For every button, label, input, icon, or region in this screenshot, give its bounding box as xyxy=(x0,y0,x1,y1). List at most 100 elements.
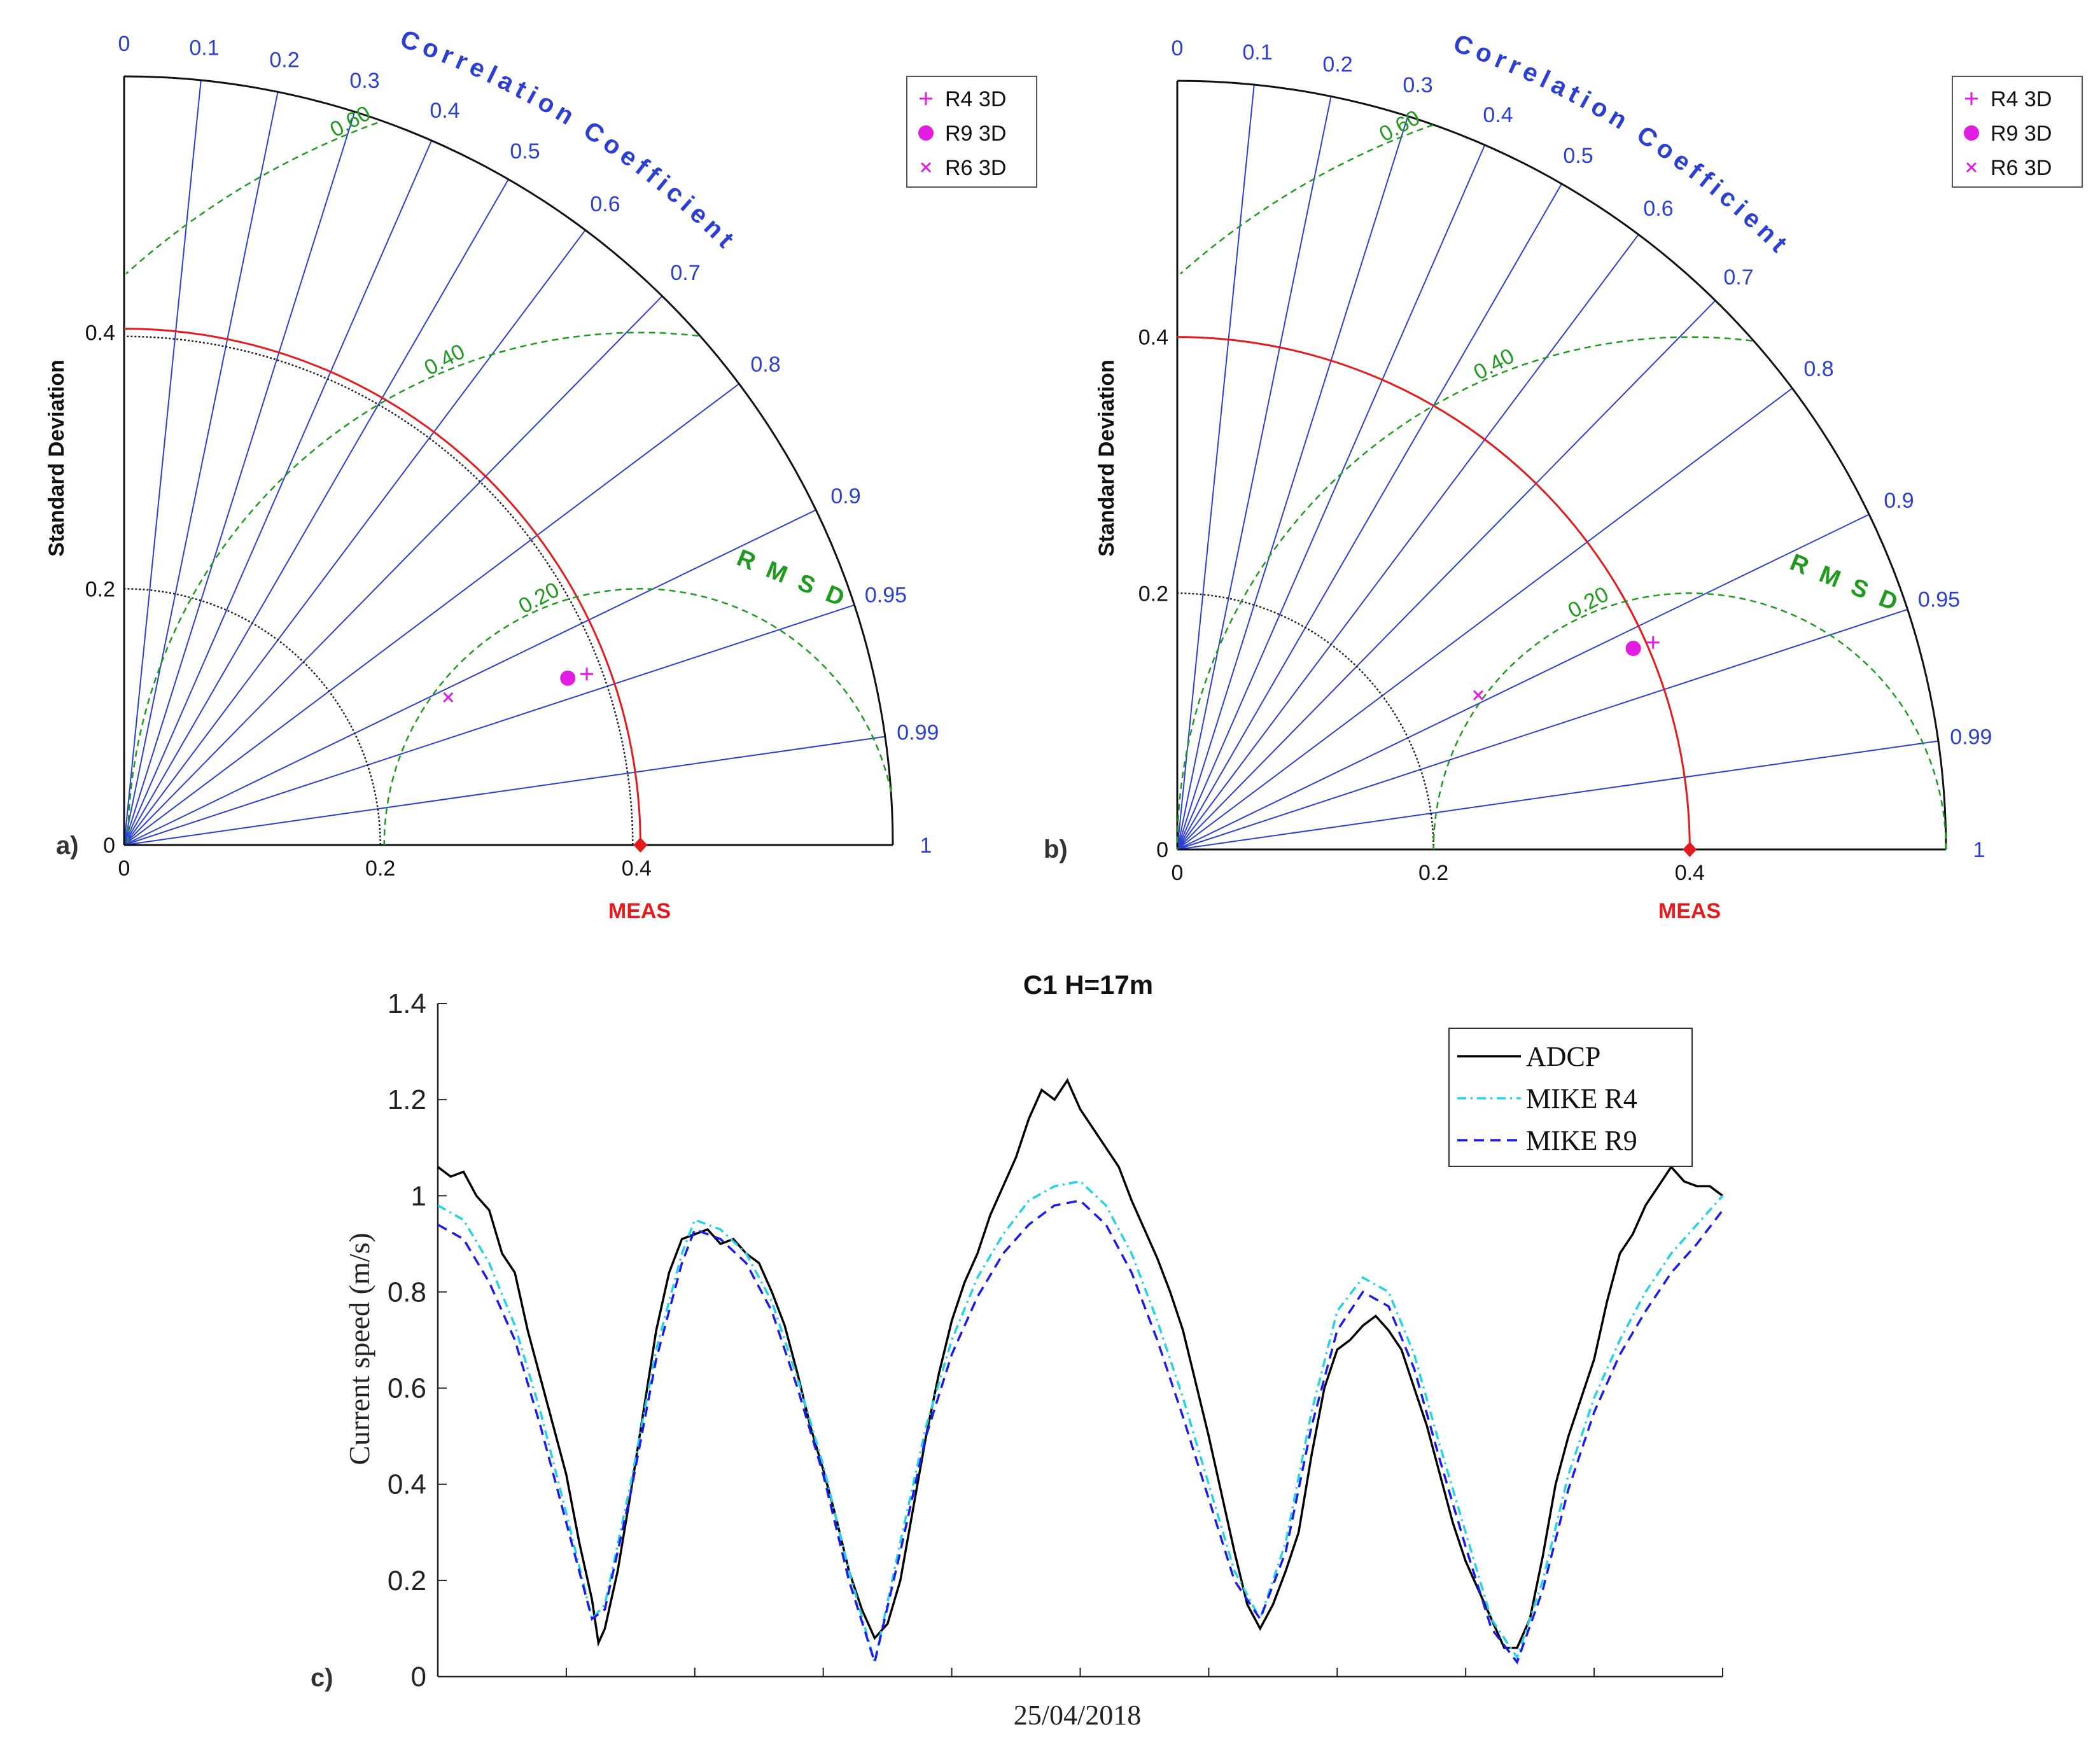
taylor-a-corr-ray xyxy=(123,509,816,846)
panel-label-a: a) xyxy=(56,832,79,860)
taylor-diagram-a: 0 0.1 0.2 0.3 0.4 0.5 0.6 0.7 0.8 0.9 0.95 0.99 1 0.2… xyxy=(45,25,1037,923)
taylor-a-corr-ray xyxy=(123,111,356,846)
taylor-a-corr-tick-label: 0.1 xyxy=(189,36,219,60)
legend-marker xyxy=(920,162,932,173)
taylor-b-ref-point xyxy=(1683,842,1697,857)
taylor-b-x-tick-label: 0.4 xyxy=(1675,861,1705,885)
taylor-b-xlabel: MEAS xyxy=(1658,899,1721,923)
taylor-b-corr-ray xyxy=(1177,116,1409,850)
taylor-a-rmsd-label: 0.60 xyxy=(326,101,374,143)
taylor-b-rmsd-contour xyxy=(1432,592,1947,849)
taylor-a-corr-ray xyxy=(123,179,509,846)
legend-label: R9 3D xyxy=(945,122,1006,146)
taylor-b-corr-ray xyxy=(1177,608,1908,850)
y-tick-label: 1.2 xyxy=(388,1084,426,1115)
line-c-xlabel: 25/04/2018 xyxy=(1014,1700,1141,1731)
x-mark xyxy=(443,692,454,703)
taylor-a-corr-tick-label: 0.2 xyxy=(269,48,299,72)
taylor-b-corr-tick-label: 0.99 xyxy=(1950,725,1992,749)
taylor-a-corr-ray xyxy=(123,230,586,846)
y-tick-label: 0.4 xyxy=(388,1469,426,1500)
taylor-a-outer-arc xyxy=(123,75,894,846)
y-tick-label: 0.2 xyxy=(388,1565,426,1596)
taylor-b-corr-ray xyxy=(1177,234,1639,850)
taylor-b-corr-tick-label: 1 xyxy=(1973,838,1985,862)
y-tick-label: 0.6 xyxy=(388,1373,426,1404)
y-tick-label: 0 xyxy=(411,1661,426,1693)
taylor-b-corr-ray xyxy=(1177,96,1332,850)
taylor-b-y-tick-label: 0 xyxy=(1156,838,1168,862)
taylor-a-rmsd-contour xyxy=(127,332,699,846)
taylor-b-corr-ray xyxy=(1177,388,1793,850)
taylor-a-corr-ray xyxy=(123,295,663,846)
taylor-b-rmsd-label: 0.40 xyxy=(1470,344,1518,385)
taylor-a-corr-tick-label: 0.99 xyxy=(897,720,939,744)
taylor-a-corr-tick-label: 0.6 xyxy=(590,192,620,216)
taylor-b-corr-tick-label: 0.6 xyxy=(1643,197,1673,221)
taylor-b-corr-ray xyxy=(1177,183,1562,850)
taylor-b-corr-ray xyxy=(1177,84,1255,850)
taylor-b-corr-tick-label: 0.9 xyxy=(1884,489,1914,513)
taylor-a-rmsd-contour xyxy=(125,122,378,275)
taylor-a-legend: R4 3D R9 3D R6 3D xyxy=(906,76,1037,188)
circle-mark xyxy=(560,670,576,686)
taylor-b-corr-tick-label: 0 xyxy=(1172,36,1184,60)
taylor-b-corr-tick-label: 0.7 xyxy=(1723,265,1753,290)
taylor-b-corr-label: Correlation Coefficient xyxy=(1450,29,1796,262)
taylor-a-corr-ray xyxy=(123,140,433,846)
taylor-a-rmsd-label: 0.40 xyxy=(421,339,469,381)
taylor-a-y-tick-label: 0.2 xyxy=(85,577,115,601)
line-c-ylabel: Current speed (m/s) xyxy=(343,1233,375,1465)
taylor-a-rmsd-contour xyxy=(383,588,892,845)
taylor-b-corr-ray xyxy=(1177,300,1716,850)
legend-marker xyxy=(918,125,934,141)
legend-marker xyxy=(1964,125,1979,141)
legend-label: R4 3D xyxy=(945,87,1006,111)
panel-label-c: c) xyxy=(311,1664,333,1692)
x-mark xyxy=(1473,690,1484,701)
taylor-b-point-r9-3d xyxy=(1625,641,1641,657)
taylor-a-ylabel: Standard Deviation xyxy=(45,360,69,557)
taylor-b-corr-ray xyxy=(1177,144,1486,850)
legend-label: MIKE R4 xyxy=(1526,1083,1637,1114)
taylor-a-corr-ray xyxy=(123,92,279,846)
taylor-a-corr-ray xyxy=(123,736,886,846)
taylor-b-y-tick-label: 0.2 xyxy=(1138,582,1168,606)
legend-label: R6 3D xyxy=(1991,156,2052,180)
taylor-b-corr-tick-label: 0.8 xyxy=(1803,357,1833,381)
taylor-a-corr-tick-label: 0.3 xyxy=(349,69,379,93)
taylor-b-corr-tick-label: 0.5 xyxy=(1563,144,1593,168)
taylor-b-ylabel: Standard Deviation xyxy=(1095,360,1119,557)
line-c-title: C1 H=17m xyxy=(1023,970,1153,1000)
taylor-a-corr-tick-label: 1 xyxy=(920,834,932,858)
taylor-b-corr-tick-label: 0.1 xyxy=(1242,40,1272,64)
taylor-a-corr-tick-label: 0.7 xyxy=(670,261,700,285)
taylor-b-corr-tick-label: 0.3 xyxy=(1403,73,1432,97)
legend-label: R4 3D xyxy=(1991,87,2052,111)
taylor-a-corr-ray xyxy=(123,604,855,846)
taylor-a-corr-tick-label: 0.4 xyxy=(430,99,459,123)
legend-label: R9 3D xyxy=(1991,122,2052,146)
taylor-diagram-b: 0 0.1 0.2 0.3 0.4 0.5 0.6 0.7 0.8 0.9 0.95 0.99 1 0.2… xyxy=(1044,29,2083,923)
taylor-a-x-tick-label: 0.4 xyxy=(622,856,652,881)
taylor-a-ref-arc-dotted xyxy=(123,335,634,846)
taylor-a-x-tick-label: 0 xyxy=(118,856,130,881)
taylor-a-point-r6-3d xyxy=(443,692,454,703)
taylor-a-point-r4-3d xyxy=(580,667,594,681)
legend-label: R6 3D xyxy=(945,156,1006,180)
taylor-b-corr-tick-label: 0.2 xyxy=(1322,52,1352,76)
taylor-b-corr-tick-label: 0.95 xyxy=(1918,588,1960,612)
taylor-a-corr-tick-label: 0.9 xyxy=(830,484,860,508)
taylor-b-rmsd-contour xyxy=(1176,336,1753,849)
taylor-a-corr-tick-label: 0.8 xyxy=(750,353,780,377)
taylor-a-y-tick-label: 0 xyxy=(103,834,115,858)
taylor-a-ref-arc xyxy=(123,328,641,846)
taylor-a-corr-ray xyxy=(123,383,740,846)
taylor-a-corr-tick-label: 0.95 xyxy=(865,583,907,608)
legend-label: ADCP xyxy=(1526,1041,1600,1072)
taylor-a-rmsd-axis-label: RMSD xyxy=(733,545,861,617)
taylor-a-y-tick-label: 0.4 xyxy=(85,321,115,346)
taylor-b-point-r4-3d xyxy=(1646,636,1660,649)
circle-mark xyxy=(1625,641,1641,657)
